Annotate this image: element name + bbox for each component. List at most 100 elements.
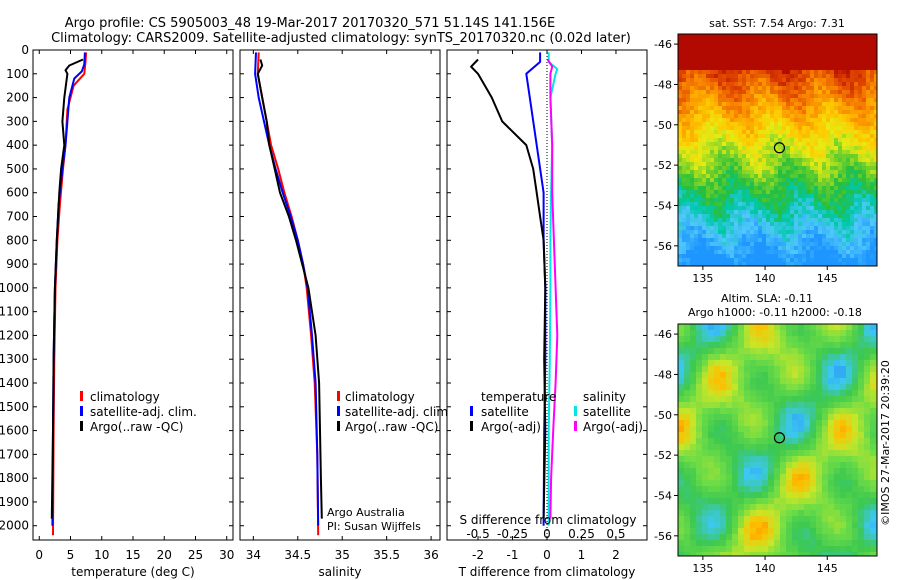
legend-swatch-argo bbox=[80, 421, 83, 431]
salinity-legend: climatology satellite-adj. clim. Argo(..… bbox=[337, 390, 452, 434]
temperature-lines bbox=[50, 52, 88, 536]
annotation-line2: PI: Susan Wijffels bbox=[327, 520, 421, 533]
series-line bbox=[254, 52, 320, 526]
s-tick-label: -0.25 bbox=[497, 527, 528, 541]
depth-tick-label: 1100 bbox=[0, 305, 29, 319]
legend-label: Argo(-adj) bbox=[481, 420, 541, 434]
series-line bbox=[50, 58, 84, 519]
x-tick-label: 36 bbox=[423, 548, 438, 562]
depth-tick-label: 1000 bbox=[0, 281, 29, 295]
legend-swatch-argo bbox=[337, 421, 340, 431]
x-tick-label: 20 bbox=[157, 548, 172, 562]
depth-tick-label: 800 bbox=[6, 233, 29, 247]
legend-header-salinity: salinity bbox=[583, 390, 626, 404]
depth-tick-label: 1800 bbox=[0, 471, 29, 485]
lat-tick-label: -48 bbox=[654, 368, 672, 381]
difference-s-axis: -0.5-0.2500.250.5 bbox=[466, 527, 625, 541]
salinity-lines bbox=[254, 52, 323, 536]
series-line bbox=[256, 59, 323, 519]
x-tick-label: 25 bbox=[188, 548, 203, 562]
x-tick-label: 34 bbox=[246, 548, 261, 562]
depth-tick-label: 200 bbox=[6, 91, 29, 105]
difference-x-axis: -2 -1 0 1 2 bbox=[472, 50, 620, 562]
lon-tick-label: 135 bbox=[692, 562, 713, 575]
legend-label: satellite-adj. clim. bbox=[90, 405, 197, 419]
header-line2: Climatology: CARS2009. Satellite-adjuste… bbox=[51, 31, 631, 46]
s-tick-label: 0.25 bbox=[568, 527, 595, 541]
legend-label: Argo(..raw -QC) bbox=[345, 420, 438, 434]
depth-tick-label: 100 bbox=[6, 67, 29, 81]
sla-map-frame bbox=[677, 323, 878, 557]
x-tick-label: -2 bbox=[472, 548, 484, 562]
sst-map-frame bbox=[677, 33, 878, 267]
salinity-y-ticks bbox=[240, 49, 440, 527]
depth-axis: 0 100 200 300 400 500 600 700 800 900 1000 1100 1200… bbox=[0, 43, 233, 533]
x-tick-label: 35.5 bbox=[373, 548, 400, 562]
depth-tick-label: 400 bbox=[6, 138, 29, 152]
legend-label: climatology bbox=[345, 390, 415, 404]
lat-tick-label: -56 bbox=[654, 530, 672, 543]
depth-tick-label: 600 bbox=[6, 186, 29, 200]
argo-position-marker bbox=[773, 142, 786, 154]
s-difference-xlabel: S difference from climatology bbox=[460, 513, 637, 527]
x-tick-label: 15 bbox=[125, 548, 140, 562]
depth-tick-label: 1300 bbox=[0, 352, 29, 366]
credit-text: ©IMOS 27-Mar-2017 20:39:20 bbox=[879, 360, 892, 526]
sla-heatmap bbox=[678, 324, 877, 556]
legend-swatch-climatology bbox=[337, 391, 340, 401]
difference-lines bbox=[470, 52, 559, 526]
lat-tick-label: -46 bbox=[654, 38, 672, 51]
lat-tick-label: -56 bbox=[654, 240, 672, 253]
temperature-legend: climatology satellite-adj. clim. Argo(..… bbox=[80, 390, 197, 434]
legend-label: satellite bbox=[481, 405, 529, 419]
legend-label: climatology bbox=[90, 390, 160, 404]
lon-tick-label: 140 bbox=[755, 272, 776, 285]
argo-position-marker bbox=[773, 432, 786, 444]
depth-tick-label: 1500 bbox=[0, 400, 29, 414]
sla-map-title1: Altim. SLA: -0.11 bbox=[721, 292, 813, 305]
depth-tick-label: 900 bbox=[6, 257, 29, 271]
lat-tick-label: -54 bbox=[654, 489, 672, 502]
series-line bbox=[546, 58, 559, 519]
difference-panel: -2 -1 0 1 2 -0.5 -0.25 0 0.25 0.5 S difference f… bbox=[446, 49, 648, 579]
legend-swatch-s-argo bbox=[574, 421, 577, 431]
depth-tick-label: 1400 bbox=[0, 376, 29, 390]
legend-swatch-t-satellite bbox=[470, 406, 473, 416]
temperature-xlabel: temperature (deg C) bbox=[71, 565, 194, 579]
lat-tick-label: -54 bbox=[654, 199, 672, 212]
legend-label: satellite-adj. clim. bbox=[345, 405, 452, 419]
depth-tick-label: 300 bbox=[6, 114, 29, 128]
depth-tick-label: 1900 bbox=[0, 495, 29, 509]
depth-tick-label: 1600 bbox=[0, 424, 29, 438]
salinity-frame bbox=[239, 49, 441, 541]
salinity-xlabel: salinity bbox=[318, 565, 361, 579]
depth-tick-label: 0 bbox=[21, 43, 29, 57]
x-tick-label: 34.5 bbox=[284, 548, 311, 562]
sst-map-title: sat. SST: 7.54 Argo: 7.31 bbox=[709, 17, 845, 30]
legend-swatch-satellite bbox=[337, 406, 340, 416]
x-tick-label: 5 bbox=[67, 548, 75, 562]
lat-tick-label: -50 bbox=[654, 409, 672, 422]
sst-map-axes: 135 140 145 -46 -48 -50 -52 -54 -56 bbox=[654, 38, 838, 285]
legend-header-temperature: temperature bbox=[481, 390, 556, 404]
x-tick-label: 35 bbox=[335, 548, 350, 562]
salinity-panel: 34 34.5 35 35.5 36 salinity climatology sate… bbox=[239, 49, 452, 579]
legend-swatch-s-satellite bbox=[574, 406, 577, 416]
lat-tick-label: -52 bbox=[654, 159, 672, 172]
difference-y-ticks bbox=[447, 49, 647, 527]
salinity-x-axis: 34 34.5 35 35.5 36 bbox=[246, 50, 439, 562]
sla-map-axes: 135 140 145 -46 -48 -50 -52 -54 -56 bbox=[654, 328, 838, 575]
lon-tick-label: 145 bbox=[817, 562, 838, 575]
s-tick-label: 0.5 bbox=[606, 527, 625, 541]
x-tick-label: 1 bbox=[578, 548, 586, 562]
lon-tick-label: 135 bbox=[692, 272, 713, 285]
difference-frame bbox=[446, 49, 648, 541]
temperature-panel: 0100200300400500600700800900100011001200… bbox=[0, 43, 234, 579]
header-line1: Argo profile: CS 5905003_48 19-Mar-2017 … bbox=[65, 16, 555, 31]
x-tick-label: 0 bbox=[543, 548, 551, 562]
depth-tick-label: 2000 bbox=[0, 519, 29, 533]
depth-tick-label: 500 bbox=[6, 162, 29, 176]
legend-label: Argo(..raw -QC) bbox=[90, 420, 183, 434]
temperature-x-axis: 0 5 10 15 20 25 30 bbox=[35, 50, 234, 562]
